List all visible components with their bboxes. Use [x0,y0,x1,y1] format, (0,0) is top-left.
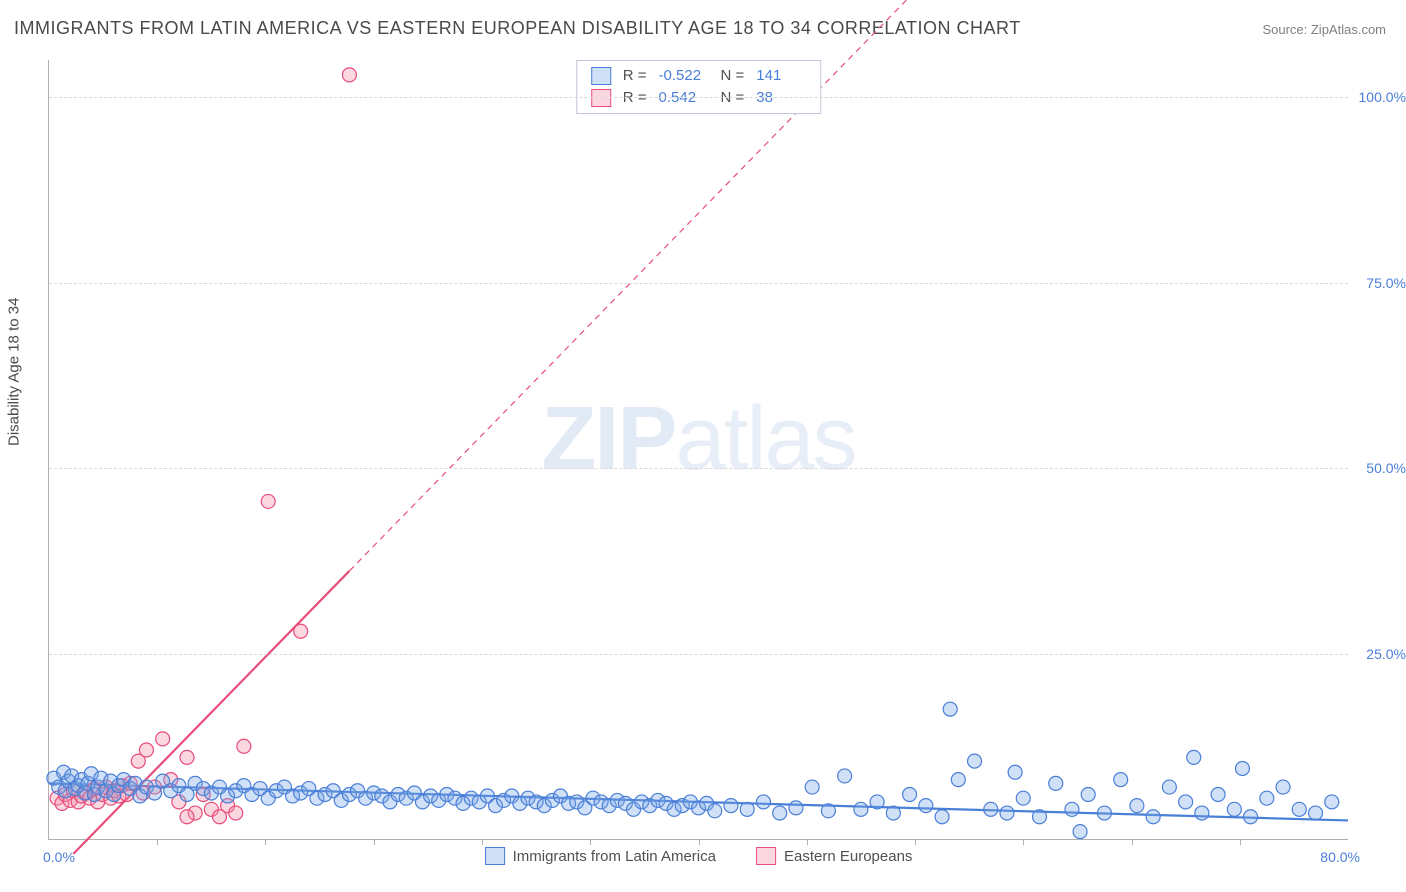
blue-point [886,806,900,820]
blue-point [1260,791,1274,805]
x-tick [915,839,916,845]
gridline [49,468,1348,469]
blue-point [1097,806,1111,820]
blue-point [1227,802,1241,816]
pink-point [294,624,308,638]
blue-point [1244,810,1258,824]
legend-item-pink: Eastern Europeans [756,847,912,865]
blue-point [740,802,754,816]
blue-point [1309,806,1323,820]
y-axis-label: Disability Age 18 to 34 [6,298,23,446]
stats-box: R = -0.522 N = 141 R = 0.542 N = 38 [576,60,822,114]
y-tick-label: 25.0% [1356,646,1406,662]
blue-point [821,804,835,818]
blue-point [838,769,852,783]
blue-point [1008,765,1022,779]
blue-point [1000,806,1014,820]
blue-point [943,702,957,716]
pink-point [139,743,153,757]
blue-point [919,799,933,813]
x-axis-max-label: 80.0% [1320,849,1360,865]
blue-point [854,802,868,816]
legend-label-blue: Immigrants from Latin America [513,848,716,865]
blue-point [903,787,917,801]
x-tick [482,839,483,845]
x-tick [265,839,266,845]
gridline [49,654,1348,655]
blue-point [1235,762,1249,776]
x-tick [374,839,375,845]
pink-trend-dashed [73,0,942,854]
legend-swatch-pink [756,847,776,865]
legend-item-blue: Immigrants from Latin America [485,847,716,865]
blue-point [773,806,787,820]
source-label: Source: ZipAtlas.com [1262,22,1386,37]
x-axis-min-label: 0.0% [43,849,75,865]
pink-point [342,68,356,82]
blue-point [1016,791,1030,805]
stats-row-blue: R = -0.522 N = 141 [591,65,807,87]
blue-point [789,801,803,815]
blue-point [1146,810,1160,824]
blue-point [870,795,884,809]
blue-point [1081,787,1095,801]
legend-label-pink: Eastern Europeans [784,848,912,865]
pink-point [229,806,243,820]
blue-point [148,786,162,800]
blue-point [1065,802,1079,816]
legend-swatch-blue [485,847,505,865]
stat-N-label: N = [721,65,745,87]
blue-point [935,810,949,824]
blue-point [708,804,722,818]
blue-point [1049,776,1063,790]
x-tick [699,839,700,845]
blue-point [1195,806,1209,820]
blue-point [1032,810,1046,824]
blue-point [968,754,982,768]
x-tick [1132,839,1133,845]
gridline [49,97,1348,98]
blue-point [1179,795,1193,809]
x-tick [590,839,591,845]
pink-point [237,739,251,753]
blue-point [1325,795,1339,809]
blue-point [1292,802,1306,816]
chart-title: IMMIGRANTS FROM LATIN AMERICA VS EASTERN… [14,18,1021,39]
x-tick [157,839,158,845]
y-tick-label: 50.0% [1356,460,1406,476]
stat-R-blue: -0.522 [659,65,709,87]
pink-point [156,732,170,746]
x-tick [807,839,808,845]
blue-point [1187,750,1201,764]
blue-point [805,780,819,794]
blue-point [724,799,738,813]
blue-point [1130,799,1144,813]
blue-point [984,802,998,816]
blue-point [951,773,965,787]
plot-area: ZIPatlas R = -0.522 N = 141 R = 0.542 N … [48,60,1348,840]
pink-point [180,750,194,764]
stat-N-blue: 141 [756,65,806,87]
gridline [49,283,1348,284]
legend: Immigrants from Latin America Eastern Eu… [485,847,913,865]
blue-point [1276,780,1290,794]
y-tick-label: 100.0% [1356,89,1406,105]
blue-point [756,795,770,809]
plot-svg [49,60,1348,839]
x-tick [1240,839,1241,845]
swatch-blue [591,67,611,85]
blue-point [1073,825,1087,839]
y-tick-label: 75.0% [1356,275,1406,291]
pink-point [261,494,275,508]
stat-R-label: R = [623,65,647,87]
blue-point [1162,780,1176,794]
pink-point [180,810,194,824]
x-tick [1023,839,1024,845]
blue-point [1114,773,1128,787]
blue-point [1211,787,1225,801]
